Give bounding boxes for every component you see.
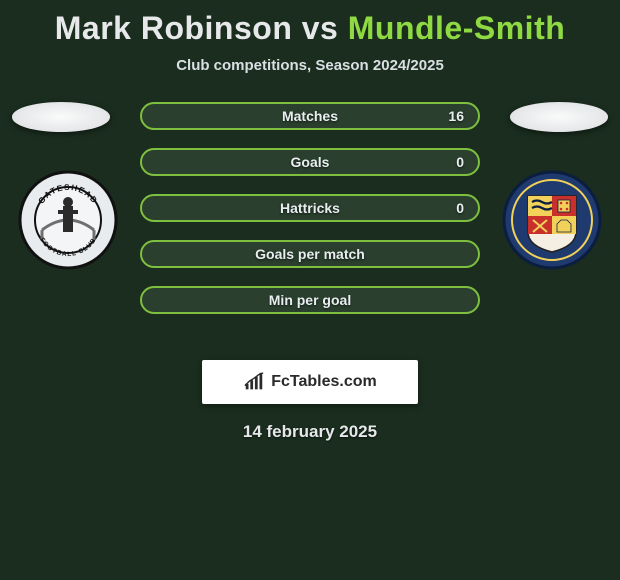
player1-name: Mark Robinson	[55, 10, 293, 46]
stat-label: Min per goal	[269, 292, 351, 308]
stat-label: Goals	[291, 154, 330, 170]
stat-value-right: 0	[456, 154, 464, 170]
subtitle: Club competitions, Season 2024/2025	[0, 57, 620, 74]
vs-label: vs	[302, 10, 339, 46]
club-badge-left: GATESHEAD FOOTBALL CLUB	[18, 170, 118, 270]
stat-row-goals-per-match: Goals per match	[140, 240, 480, 268]
stat-row-hattricks: Hattricks 0	[140, 194, 480, 222]
stat-row-min-per-goal: Min per goal	[140, 286, 480, 314]
player1-photo-placeholder	[12, 102, 110, 132]
player2-photo-placeholder	[510, 102, 608, 132]
stats-list: Matches 16 Goals 0 Hattricks 0 Goals per…	[140, 102, 480, 314]
brand-name: FcTables.com	[271, 373, 377, 391]
player2-name: Mundle-Smith	[348, 10, 566, 46]
stat-label: Hattricks	[280, 200, 340, 216]
comparison-panel: GATESHEAD FOOTBALL CLUB	[0, 102, 620, 342]
club-badge-right	[502, 170, 602, 270]
stat-row-matches: Matches 16	[140, 102, 480, 130]
stat-value-right: 0	[456, 200, 464, 216]
page-title: Mark Robinson vs Mundle-Smith	[0, 0, 620, 47]
bars-chart-icon	[243, 371, 265, 393]
date-label: 14 february 2025	[0, 422, 620, 442]
stat-label: Matches	[282, 108, 338, 124]
wealdstone-badge-icon	[502, 170, 602, 270]
stat-value-right: 16	[448, 108, 464, 124]
stat-row-goals: Goals 0	[140, 148, 480, 176]
gateshead-badge-icon: GATESHEAD FOOTBALL CLUB	[18, 170, 118, 270]
stat-label: Goals per match	[255, 246, 365, 262]
brand-card: FcTables.com	[202, 360, 418, 404]
